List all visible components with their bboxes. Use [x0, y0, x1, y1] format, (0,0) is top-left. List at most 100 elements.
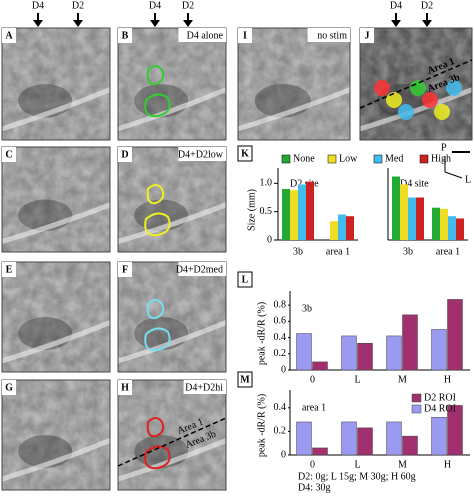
x-tick-label: H — [444, 459, 451, 470]
activation-contour — [146, 65, 165, 86]
activation-contour — [146, 184, 165, 205]
bar — [290, 190, 298, 240]
legend-swatch — [411, 393, 422, 403]
panel-letter-box — [2, 262, 16, 277]
bar — [338, 214, 346, 240]
panel-letter-box — [118, 262, 132, 277]
vessel — [237, 87, 351, 132]
panel-frame — [1, 27, 111, 141]
x-tick-label: L — [354, 374, 360, 385]
compass-arm — [444, 171, 463, 179]
bar — [341, 421, 357, 456]
map-blob — [422, 92, 438, 108]
activation-contour — [146, 299, 165, 320]
panel-letter-box — [118, 28, 132, 43]
vessel — [117, 438, 227, 482]
panel-letter: A — [5, 30, 13, 41]
legend-swatch — [419, 154, 429, 164]
legend-label: D4 ROI — [424, 403, 456, 414]
legend-swatch — [411, 404, 422, 414]
y-tick-label: 0.2 — [274, 348, 287, 359]
panel-letter: D — [121, 149, 128, 160]
panel-caption: D4+D2low — [178, 149, 224, 160]
arrow-label: D4 — [390, 0, 402, 11]
map-blob — [374, 80, 390, 96]
x-tick-label: 0 — [310, 459, 315, 470]
panel-caption: D4+D2hi — [185, 382, 223, 393]
activation-contour — [144, 445, 171, 470]
panel-caption: D4 alone — [187, 30, 224, 41]
bar — [296, 333, 312, 371]
caption-box — [178, 262, 226, 276]
bar — [312, 447, 328, 456]
panel-caption: no stim — [317, 30, 347, 41]
panel-letter: I — [243, 30, 247, 41]
panel-letter-box — [237, 371, 253, 388]
annotation: D4: 30g — [298, 482, 331, 493]
bar — [357, 427, 373, 456]
compass-label: L — [465, 174, 471, 185]
panel-letter-box — [237, 271, 253, 288]
caption-box — [183, 380, 226, 394]
area-border — [117, 417, 227, 467]
bar — [448, 216, 456, 240]
bar — [296, 421, 312, 456]
x-tick-label: M — [398, 459, 407, 470]
legend-swatch — [281, 154, 291, 164]
y-tick-label: 0.5 — [260, 206, 273, 217]
panel-letter-box — [360, 28, 374, 43]
vessel — [1, 320, 111, 364]
y-tick-label: 0 — [281, 449, 286, 460]
panel-letter: M — [240, 374, 250, 385]
panel-letter-box — [2, 28, 16, 43]
legend-label: Med — [385, 153, 403, 164]
panel-letter: F — [122, 264, 128, 275]
bar — [456, 218, 464, 240]
bar — [416, 197, 424, 240]
bar — [346, 216, 354, 240]
arrow-label: D2 — [421, 0, 433, 11]
bar — [408, 197, 416, 240]
panel-title: D4 site — [400, 178, 429, 189]
map-blob — [398, 104, 414, 120]
caption-box — [307, 28, 350, 42]
legend-label: Low — [339, 153, 358, 164]
x-tick-label: area 1 — [436, 246, 460, 257]
panel-letter: E — [6, 264, 13, 275]
y-tick-label: 0.4 — [274, 332, 287, 343]
y-tick-label: 0.6 — [274, 316, 287, 327]
legend-label: None — [293, 153, 315, 164]
activation-contour — [144, 93, 171, 118]
bar — [402, 314, 418, 371]
panel-letter-box — [2, 380, 16, 395]
panel-letter: H — [121, 382, 129, 393]
x-tick-label: L — [354, 459, 360, 470]
panel-letter-box — [118, 147, 132, 162]
vessel — [1, 87, 111, 132]
bar — [298, 184, 306, 240]
bar — [440, 208, 448, 240]
panel-letter-box — [237, 145, 253, 162]
annotation: D2: 0g; L 15g; M 30g; H 60g — [298, 471, 416, 482]
x-tick-label: 3b — [403, 246, 413, 257]
arrow-label: D2 — [72, 0, 84, 11]
panel-frame — [117, 146, 227, 253]
y-axis-label: peak -dR/R (%) — [256, 394, 267, 457]
bar — [386, 421, 402, 456]
bar — [431, 416, 447, 456]
legend-swatch — [373, 154, 383, 164]
bar — [400, 184, 408, 240]
panel-frame — [1, 379, 111, 491]
bar — [432, 207, 440, 240]
legend-label: High — [431, 153, 451, 164]
bar — [357, 342, 373, 371]
y-tick-label: 0 — [267, 234, 272, 245]
y-tick-label: 0.8 — [274, 299, 287, 310]
compass-label: P — [441, 142, 447, 153]
panel-letter: L — [242, 274, 249, 285]
bar — [282, 189, 290, 240]
arrow-head — [391, 20, 401, 27]
bar — [330, 221, 338, 240]
activation-contour — [146, 417, 165, 438]
